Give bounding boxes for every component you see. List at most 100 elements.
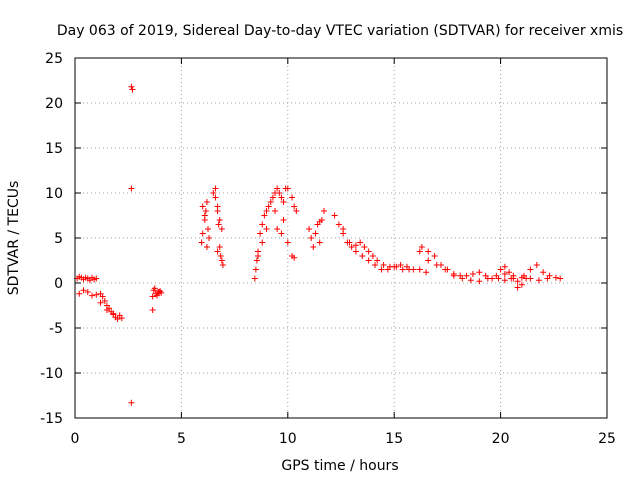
data-point — [352, 248, 359, 255]
data-point — [284, 185, 291, 192]
y-tick-label: -15 — [40, 411, 63, 427]
data-point — [442, 266, 449, 273]
data-point — [255, 253, 262, 259]
x-tick-label: 5 — [177, 431, 186, 447]
data-point — [501, 263, 508, 270]
data-point — [263, 226, 270, 232]
data-point — [416, 248, 423, 255]
data-point — [215, 221, 222, 228]
data-point — [316, 239, 323, 246]
data-point — [219, 262, 226, 268]
data-point — [267, 199, 274, 205]
data-point — [425, 257, 432, 264]
data-point — [425, 248, 432, 255]
data-point — [84, 289, 91, 295]
data-point — [533, 262, 540, 268]
data-point — [99, 293, 106, 300]
data-point — [527, 266, 534, 273]
data-point — [205, 226, 211, 232]
data-point — [331, 212, 338, 219]
data-point — [97, 299, 104, 306]
data-point — [291, 254, 298, 261]
data-point — [433, 262, 440, 268]
data-point — [540, 269, 547, 276]
data-point — [263, 208, 270, 214]
data-point — [423, 269, 430, 276]
data-point — [206, 235, 213, 241]
axes: 0 5 10 15 20 25 -15 -10 -5 0 5 10 15 20 25 — [40, 51, 616, 447]
x-tick-label: 0 — [71, 431, 80, 447]
data-point — [312, 230, 319, 237]
data-point — [153, 292, 160, 299]
x-tick-label: 15 — [385, 431, 403, 447]
data-point — [253, 257, 260, 264]
data-point — [199, 230, 206, 237]
y-tick-label: -5 — [49, 321, 63, 337]
data-point — [346, 239, 353, 246]
data-point — [403, 263, 410, 270]
data-point — [431, 253, 438, 259]
data-point — [340, 226, 347, 232]
data-point — [293, 208, 300, 214]
data-point — [272, 208, 279, 214]
data-point — [372, 262, 379, 268]
y-tick-label: 0 — [54, 276, 63, 292]
data-point — [384, 266, 391, 273]
data-point — [210, 190, 217, 196]
data-point — [128, 83, 135, 90]
data-point — [201, 212, 208, 219]
data-point — [151, 285, 158, 292]
data-point — [476, 269, 483, 276]
data-point — [493, 272, 500, 279]
data-point — [535, 277, 542, 284]
data-point — [527, 275, 534, 282]
data-point — [274, 226, 281, 232]
data-point — [335, 221, 342, 228]
data-point — [214, 203, 221, 210]
data-point — [276, 190, 283, 196]
data-point — [216, 217, 223, 223]
data-point — [110, 310, 117, 317]
data-point — [203, 244, 210, 250]
data-point — [484, 275, 491, 282]
data-point — [257, 230, 264, 237]
data-point — [518, 274, 525, 281]
data-point — [361, 244, 368, 250]
data-point — [348, 244, 355, 250]
data-point — [128, 399, 135, 406]
data-point — [214, 248, 221, 255]
data-point — [93, 291, 100, 298]
data-point — [510, 272, 517, 279]
data-point — [202, 208, 209, 214]
data-point — [217, 253, 224, 259]
data-point — [374, 257, 381, 264]
y-tick-label: -10 — [40, 366, 63, 382]
y-axis-title: SDTVAR / TECUs — [6, 181, 22, 296]
data-point — [399, 266, 406, 273]
data-point — [514, 278, 521, 285]
data-point — [469, 271, 476, 277]
data-point — [128, 185, 135, 192]
data-point — [391, 263, 398, 270]
data-point — [274, 185, 281, 192]
data-point — [291, 203, 298, 210]
x-tick-label: 10 — [279, 431, 297, 447]
data-point — [251, 275, 258, 282]
chart-title: Day 063 of 2019, Sidereal Day-to-day VTE… — [57, 23, 623, 39]
data-point — [463, 272, 470, 279]
data-point — [289, 194, 296, 201]
y-tick-label: 15 — [45, 141, 63, 157]
x-tick-label: 25 — [598, 431, 616, 447]
data-point — [506, 269, 513, 276]
data-point — [89, 292, 96, 299]
data-point — [280, 217, 287, 223]
data-points — [74, 83, 564, 406]
y-tick-label: 20 — [45, 96, 63, 112]
data-point — [261, 212, 268, 219]
data-point — [306, 226, 313, 232]
data-point — [129, 86, 136, 93]
data-point — [352, 242, 359, 249]
grid — [75, 58, 607, 418]
data-point — [359, 253, 366, 259]
